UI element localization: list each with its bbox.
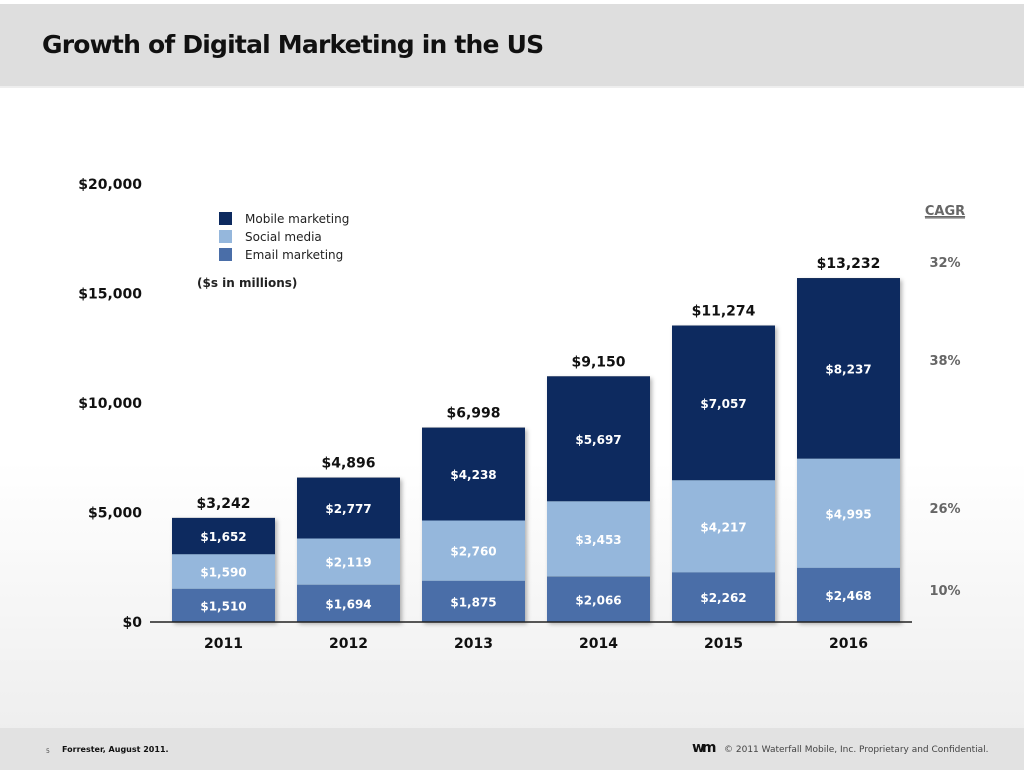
total-label: $6,998 (446, 406, 500, 422)
x-tick-label: 2011 (204, 636, 243, 652)
bar-value-label: $2,066 (575, 593, 621, 607)
y-tick-label: $10,000 (78, 396, 142, 412)
bar-value-label: $8,237 (825, 362, 871, 376)
x-tick-label: 2013 (454, 636, 493, 652)
y-tick-label: $15,000 (78, 287, 142, 303)
legend-swatch (219, 212, 232, 225)
cagr-header: CAGR (925, 204, 965, 219)
bar-segment (297, 538, 400, 585)
footer: 5 Forrester, August 2011. wm © 2011 Wate… (0, 726, 1024, 770)
legend-label: Email marketing (245, 248, 343, 262)
bar-value-label: $4,217 (700, 520, 746, 534)
bar-segment (672, 572, 775, 622)
page-number: 5 (46, 748, 50, 755)
cagr-total: 32% (929, 256, 960, 271)
bar-value-label: $2,262 (700, 591, 746, 605)
y-tick-label: $20,000 (78, 177, 142, 193)
bar-value-label: $1,652 (200, 530, 246, 544)
legend-label: Social media (245, 230, 322, 244)
total-label: $11,274 (692, 304, 756, 320)
total-label: $3,242 (196, 496, 250, 512)
x-tick-label: 2016 (829, 636, 868, 652)
company-logo: wm (692, 740, 716, 756)
bar-segment (172, 554, 275, 589)
bar-segment (547, 576, 650, 622)
bar-value-label: $4,995 (825, 507, 871, 521)
bar-segment (672, 480, 775, 573)
bar-segment (547, 501, 650, 577)
bar-value-label: $1,875 (450, 595, 496, 609)
cagr-value: 38% (929, 354, 960, 369)
y-tick-label: $0 (123, 615, 143, 631)
cagr-value: 26% (929, 502, 960, 517)
bar-value-label: $1,590 (200, 566, 246, 580)
cagr-value: 10% (929, 584, 960, 599)
bar-segment (422, 427, 525, 521)
bar-segment (672, 325, 775, 481)
bar-segment (172, 517, 275, 555)
legend-label: Mobile marketing (245, 212, 349, 226)
bar-value-label: $5,697 (575, 433, 621, 447)
bar-segment (172, 588, 275, 622)
bar-value-label: $2,760 (450, 545, 496, 559)
bar-segment (547, 376, 650, 502)
bar-segment (797, 458, 900, 568)
legend-swatch (219, 230, 232, 243)
copyright: © 2011 Waterfall Mobile, Inc. Proprietar… (724, 745, 989, 755)
bar-value-label: $2,777 (325, 502, 371, 516)
legend-swatch (219, 248, 232, 261)
bar-segment (422, 520, 525, 581)
unit-note: ($s in millions) (197, 276, 297, 290)
bar-segment (422, 580, 525, 622)
bar-value-label: $7,057 (700, 397, 746, 411)
title-bar: Growth of Digital Marketing in the US (0, 4, 1024, 88)
total-label: $4,896 (321, 456, 375, 472)
bar-value-label: $1,510 (200, 599, 246, 613)
bar-segment (297, 584, 400, 622)
source-note: Forrester, August 2011. (62, 745, 169, 754)
x-tick-label: 2012 (329, 636, 368, 652)
slide-title: Growth of Digital Marketing in the US (42, 30, 544, 59)
bar-value-label: $1,694 (325, 597, 371, 611)
bar-value-label: $4,238 (450, 468, 496, 482)
bar-segment (297, 477, 400, 539)
total-label: $9,150 (571, 354, 625, 370)
bar-segment (797, 278, 900, 459)
y-tick-label: $5,000 (88, 506, 142, 522)
bar-segment (797, 567, 900, 622)
bar-value-label: $3,453 (575, 533, 621, 547)
x-tick-label: 2015 (704, 636, 743, 652)
bar-value-label: $2,119 (325, 556, 371, 570)
x-tick-label: 2014 (579, 636, 618, 652)
bar-value-label: $2,468 (825, 589, 871, 603)
total-label: $13,232 (817, 256, 881, 272)
